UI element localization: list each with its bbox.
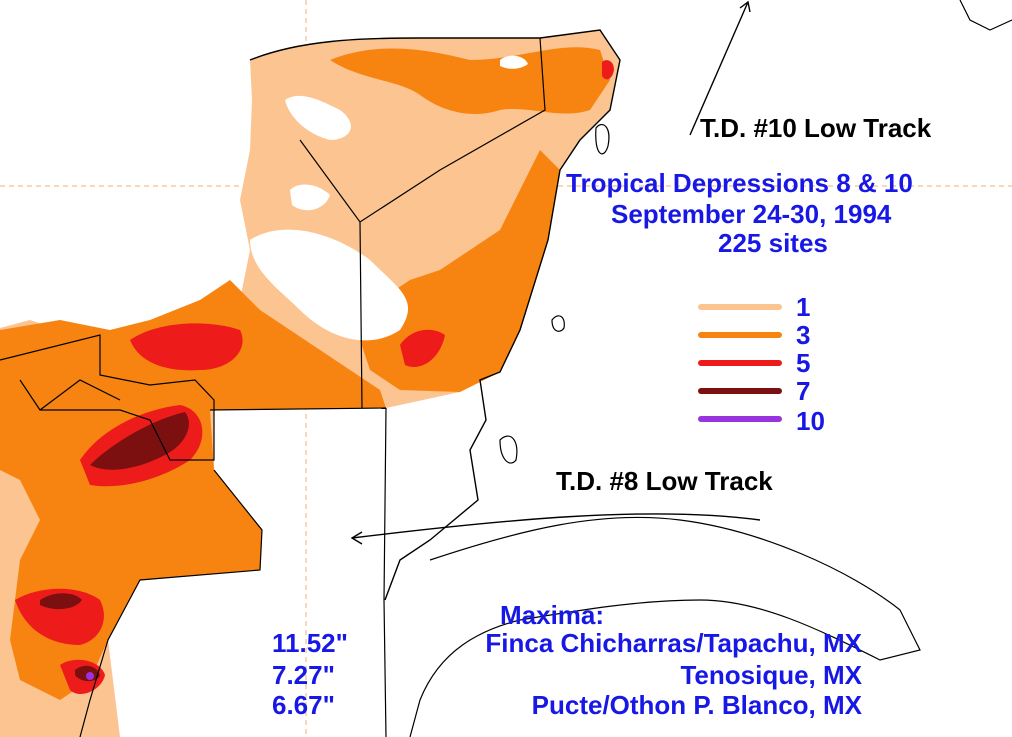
legend-swatch-10 (698, 416, 782, 422)
rainfall-10in-region (86, 672, 94, 680)
legend-swatch-1 (698, 304, 782, 310)
country-border-mexico-south (79, 469, 263, 737)
isle-of-youth (499, 435, 518, 464)
td8-track-label: T.D. #8 Low Track (556, 466, 773, 496)
cuba-coastline (409, 516, 921, 737)
rainfall-7in-region-tenosique (90, 412, 189, 470)
maxima-site-2: Tenosique, MX (680, 660, 862, 690)
cozumel-island (595, 124, 610, 155)
map-title-line2: September 24-30, 1994 (611, 199, 892, 229)
td10-track-label: T.D. #10 Low Track (700, 113, 932, 143)
maxima-site-1: Finca Chicharras/Tapachu, MX (485, 628, 862, 658)
rainfall-5in-region-cancun (602, 60, 614, 80)
legend-label-1: 1 (796, 292, 811, 322)
rainfall-3in-region-west (0, 280, 386, 700)
state-boundary-chiapas (39, 379, 121, 411)
rainfall-5in-region-chiapas (15, 588, 104, 645)
legend-swatch-3 (698, 332, 782, 338)
legend-label-5: 5 (796, 348, 811, 378)
legend-swatch-5 (698, 360, 782, 366)
td8-track-arrow (350, 513, 761, 545)
country-border-belize (383, 407, 387, 737)
rainfall-3in-region-north (330, 47, 610, 115)
state-boundary-tabasco (0, 334, 215, 461)
legend-label-10: 10 (796, 406, 825, 436)
country-border-guatemala (209, 407, 387, 411)
rainfall-7in-region-tapachula (40, 593, 82, 610)
dry-patch-center (250, 229, 409, 341)
dry-patch-west (290, 184, 330, 211)
legend-swatch-7 (698, 388, 782, 394)
dry-patch-north (285, 95, 351, 140)
legend-label-7: 7 (796, 376, 811, 406)
state-boundary-quintanaroo (359, 221, 363, 409)
rainfall-5in-region-quintanaroo (400, 329, 445, 367)
maxima-value-1: 11.52" (272, 628, 348, 658)
rainfall-3in-region-east (360, 150, 560, 392)
caribbean-island (551, 315, 565, 332)
coastline-outline (249, 29, 621, 601)
rainfall-5in-region-campeche (130, 323, 243, 371)
td10-track-arrow (689, 0, 751, 136)
state-boundary-yucatan (299, 37, 546, 223)
maxima-value-3: 6.67" (272, 690, 335, 720)
map-title-line3: 225 sites (718, 228, 828, 258)
maxima-site-3: Pucte/Othon P. Blanco, MX (531, 690, 862, 720)
legend-label-3: 3 (796, 320, 811, 350)
maxima-value-2: 7.27" (272, 660, 335, 690)
florida-coast (959, 0, 1012, 31)
map-title-line1: Tropical Depressions 8 & 10 (566, 168, 913, 198)
maxima-heading: Maxima: (500, 600, 605, 630)
dry-patch-northeast (500, 55, 528, 69)
